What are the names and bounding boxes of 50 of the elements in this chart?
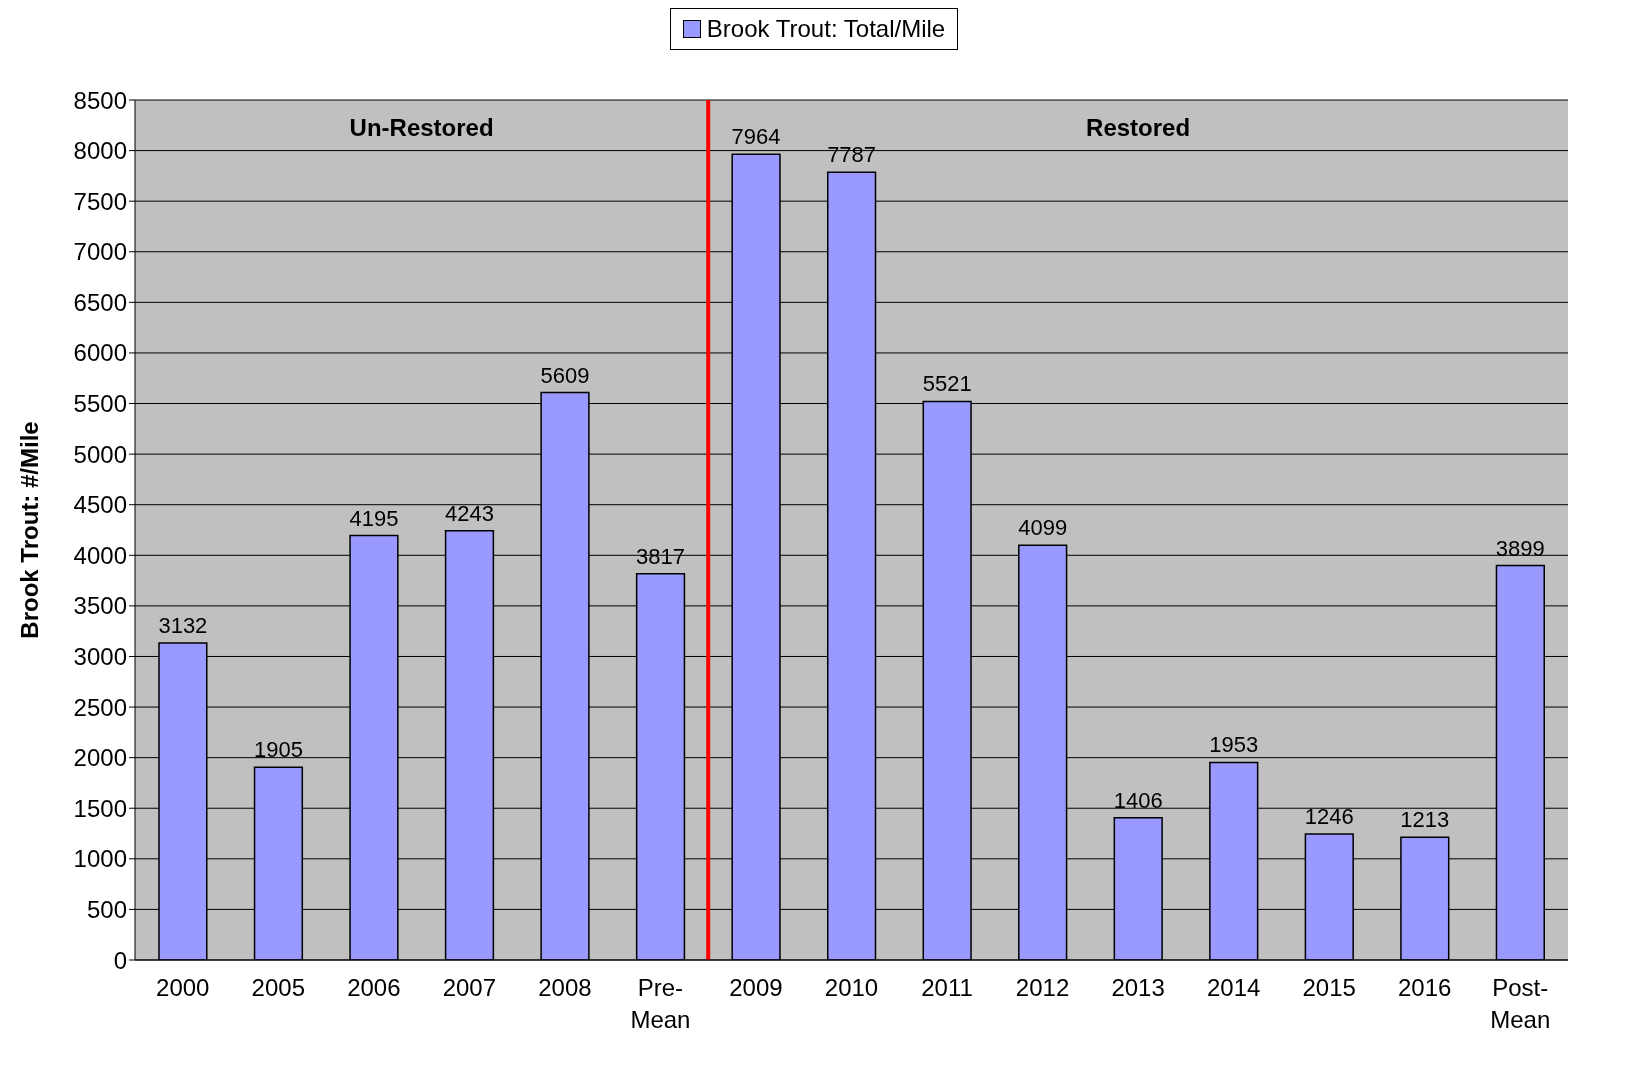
x-tick-label: 2000 bbox=[156, 974, 210, 1001]
data-label: 5609 bbox=[540, 362, 590, 388]
x-tick-label: 2016 bbox=[1398, 974, 1452, 1001]
x-tick-label: 2014 bbox=[1206, 974, 1261, 1001]
y-tick-label: 4500 bbox=[73, 491, 127, 519]
x-tick-label: 2012 bbox=[1015, 974, 1070, 1001]
data-label: 4099 bbox=[1018, 515, 1068, 541]
x-tick-label: 2015 bbox=[1302, 974, 1356, 1001]
y-tick-label: 3000 bbox=[73, 642, 127, 670]
y-tick-label: 6000 bbox=[73, 339, 127, 367]
x-tick-label: 2008 bbox=[538, 974, 592, 1001]
y-tick-label: 6500 bbox=[73, 288, 127, 316]
x-tick-label: 2005 bbox=[251, 974, 305, 1001]
x-tick-label: 2013 bbox=[1111, 974, 1165, 1001]
y-tick-label: 8500 bbox=[73, 86, 127, 114]
y-tick-label: 4000 bbox=[73, 541, 127, 569]
y-tick-label: 500 bbox=[86, 895, 127, 923]
annotation: Restored bbox=[1086, 114, 1191, 141]
data-label: 3132 bbox=[158, 613, 208, 639]
data-label: 3899 bbox=[1495, 535, 1545, 561]
y-tick-label: 3500 bbox=[73, 592, 127, 620]
data-label: 1905 bbox=[253, 737, 303, 763]
y-tick-label: 7000 bbox=[73, 238, 127, 266]
data-label: 1246 bbox=[1304, 803, 1354, 829]
annotation: Un-Restored bbox=[349, 114, 494, 141]
legend-label: Brook Trout: Total/Mile bbox=[705, 15, 946, 43]
y-tick-label: 2000 bbox=[73, 744, 127, 772]
y-tick-label: 1000 bbox=[73, 845, 127, 873]
x-tick-label: 2007 bbox=[442, 974, 497, 1001]
data-label: 7964 bbox=[731, 124, 781, 150]
x-tick-label: 2009 bbox=[729, 974, 783, 1001]
y-tick-label: 1500 bbox=[73, 794, 127, 822]
y-tick-label: 5000 bbox=[73, 440, 127, 468]
y-axis-title: Brook Trout: #/Mile bbox=[16, 421, 44, 639]
data-label: 1953 bbox=[1209, 732, 1259, 758]
x-tick-label: 2011 bbox=[921, 974, 973, 1001]
y-tick-label: 5500 bbox=[73, 390, 127, 418]
data-label: 1213 bbox=[1400, 807, 1450, 833]
y-tick-label: 7500 bbox=[73, 187, 127, 215]
data-label: 5521 bbox=[922, 371, 972, 397]
y-tick-label: 8000 bbox=[73, 137, 127, 165]
y-tick-label: 0 bbox=[113, 946, 127, 974]
data-label: 4243 bbox=[445, 500, 494, 526]
x-tick-label: Pre- Mean bbox=[630, 974, 691, 1033]
data-label: 4195 bbox=[349, 505, 399, 531]
x-tick-label: 2006 bbox=[347, 974, 401, 1001]
y-tick-label: 2500 bbox=[73, 693, 127, 721]
x-tick-label: 2010 bbox=[824, 974, 879, 1001]
data-label: 1406 bbox=[1113, 787, 1163, 813]
x-tick-label: Post- Mean bbox=[1490, 974, 1551, 1033]
